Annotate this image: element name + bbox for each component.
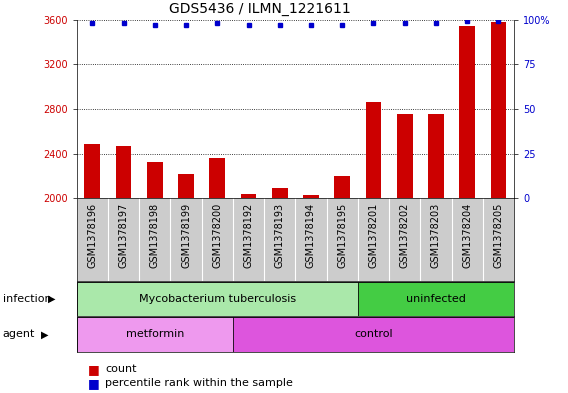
Text: GSM1378201: GSM1378201	[369, 203, 378, 268]
Text: GSM1378194: GSM1378194	[306, 203, 316, 268]
Bar	[335, 176, 350, 393]
Text: GSM1378202: GSM1378202	[400, 203, 410, 268]
Text: GSM1378203: GSM1378203	[431, 203, 441, 268]
Text: GSM1378204: GSM1378204	[462, 203, 472, 268]
Text: ▶: ▶	[41, 329, 49, 340]
Bar	[85, 144, 100, 393]
Bar	[178, 174, 194, 393]
Bar	[428, 114, 444, 393]
Bar	[233, 317, 514, 352]
Text: agent: agent	[3, 329, 35, 340]
Text: GSM1378205: GSM1378205	[494, 203, 503, 268]
Text: Mycobacterium tuberculosis: Mycobacterium tuberculosis	[139, 294, 296, 304]
Bar	[210, 158, 225, 393]
Text: percentile rank within the sample: percentile rank within the sample	[105, 378, 293, 388]
Text: ■: ■	[88, 363, 100, 376]
Text: GSM1378192: GSM1378192	[244, 203, 253, 268]
Text: control: control	[354, 329, 393, 340]
Bar	[147, 162, 162, 393]
Bar	[241, 194, 256, 393]
Bar	[397, 114, 412, 393]
Bar	[77, 317, 233, 352]
Text: infection: infection	[3, 294, 52, 304]
Text: count: count	[105, 364, 136, 375]
Bar	[272, 188, 287, 393]
Text: metformin: metformin	[126, 329, 184, 340]
Bar	[460, 26, 475, 393]
Text: ▶: ▶	[48, 294, 56, 304]
Bar	[491, 22, 506, 393]
Bar	[366, 102, 381, 393]
Bar	[303, 195, 319, 393]
Bar	[116, 146, 131, 393]
Text: GSM1378200: GSM1378200	[212, 203, 222, 268]
Text: GSM1378196: GSM1378196	[87, 203, 97, 268]
Text: ■: ■	[88, 376, 100, 390]
Bar	[77, 282, 358, 316]
Bar	[358, 282, 514, 316]
Text: GSM1378197: GSM1378197	[119, 203, 128, 268]
Text: GSM1378199: GSM1378199	[181, 203, 191, 268]
Text: GSM1378193: GSM1378193	[275, 203, 285, 268]
Text: GSM1378198: GSM1378198	[150, 203, 160, 268]
Text: GSM1378195: GSM1378195	[337, 203, 347, 268]
Text: uninfected: uninfected	[406, 294, 466, 304]
Title: GDS5436 / ILMN_1221611: GDS5436 / ILMN_1221611	[169, 2, 351, 16]
